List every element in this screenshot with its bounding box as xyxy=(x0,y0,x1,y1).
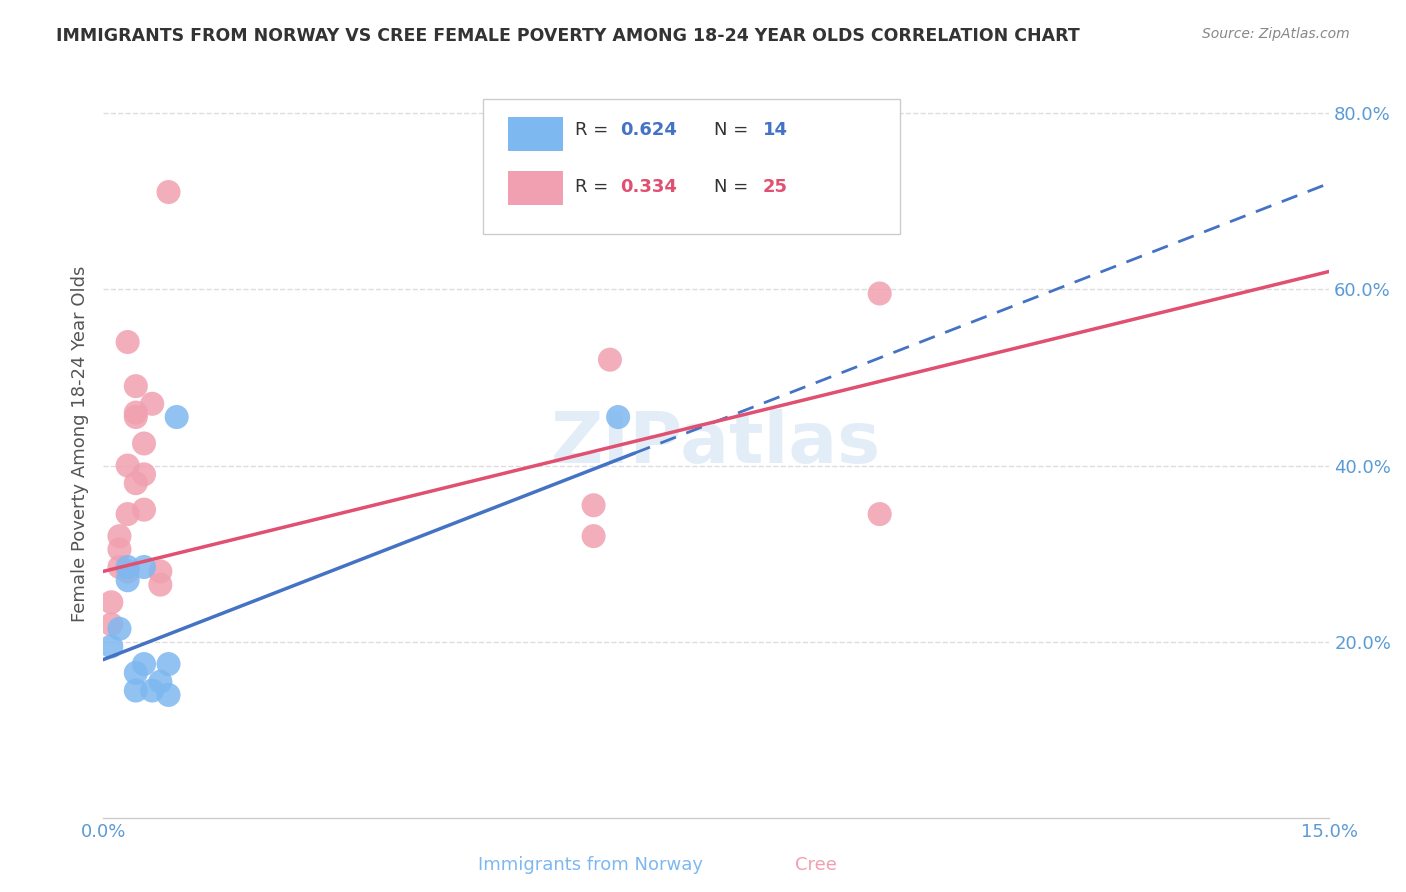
Point xyxy=(117,458,139,473)
FancyBboxPatch shape xyxy=(484,98,900,234)
Point xyxy=(149,674,172,689)
Point xyxy=(125,379,148,393)
Point xyxy=(132,502,155,516)
Point xyxy=(869,507,891,521)
Point xyxy=(125,665,148,680)
Text: IMMIGRANTS FROM NORWAY VS CREE FEMALE POVERTY AMONG 18-24 YEAR OLDS CORRELATION : IMMIGRANTS FROM NORWAY VS CREE FEMALE PO… xyxy=(56,27,1080,45)
Point xyxy=(607,410,630,425)
Point xyxy=(157,688,180,702)
Text: Immigrants from Norway: Immigrants from Norway xyxy=(478,856,703,874)
Text: Source: ZipAtlas.com: Source: ZipAtlas.com xyxy=(1202,27,1350,41)
Point xyxy=(132,560,155,574)
FancyBboxPatch shape xyxy=(508,117,562,151)
Text: ZIPatlas: ZIPatlas xyxy=(551,409,882,478)
Point xyxy=(117,560,139,574)
Point xyxy=(117,565,139,579)
Point xyxy=(100,617,122,632)
Text: 0.624: 0.624 xyxy=(620,121,678,139)
Point xyxy=(141,683,163,698)
Text: R =: R = xyxy=(575,178,614,196)
Text: 25: 25 xyxy=(763,178,787,196)
Text: Cree: Cree xyxy=(794,856,837,874)
Point xyxy=(582,498,605,512)
Point xyxy=(125,683,148,698)
Point xyxy=(166,410,188,425)
Point xyxy=(132,467,155,482)
Point xyxy=(599,352,621,367)
Text: N =: N = xyxy=(714,178,754,196)
Point xyxy=(149,577,172,591)
Point xyxy=(100,595,122,609)
Text: 0.334: 0.334 xyxy=(620,178,678,196)
Point xyxy=(108,560,131,574)
Point xyxy=(108,622,131,636)
Text: N =: N = xyxy=(714,121,754,139)
Point xyxy=(582,529,605,543)
Point xyxy=(117,334,139,349)
Point xyxy=(869,286,891,301)
FancyBboxPatch shape xyxy=(508,171,562,205)
Text: R =: R = xyxy=(575,121,614,139)
Point xyxy=(157,657,180,671)
Point xyxy=(117,573,139,587)
Point xyxy=(125,410,148,425)
Point xyxy=(125,476,148,491)
Point xyxy=(132,436,155,450)
Point xyxy=(149,565,172,579)
Text: 14: 14 xyxy=(763,121,787,139)
Point xyxy=(157,185,180,199)
Point xyxy=(108,542,131,557)
Point xyxy=(132,657,155,671)
Point xyxy=(141,397,163,411)
Y-axis label: Female Poverty Among 18-24 Year Olds: Female Poverty Among 18-24 Year Olds xyxy=(72,265,89,622)
Point xyxy=(125,406,148,420)
Point xyxy=(108,529,131,543)
Point xyxy=(100,640,122,654)
Point xyxy=(117,507,139,521)
